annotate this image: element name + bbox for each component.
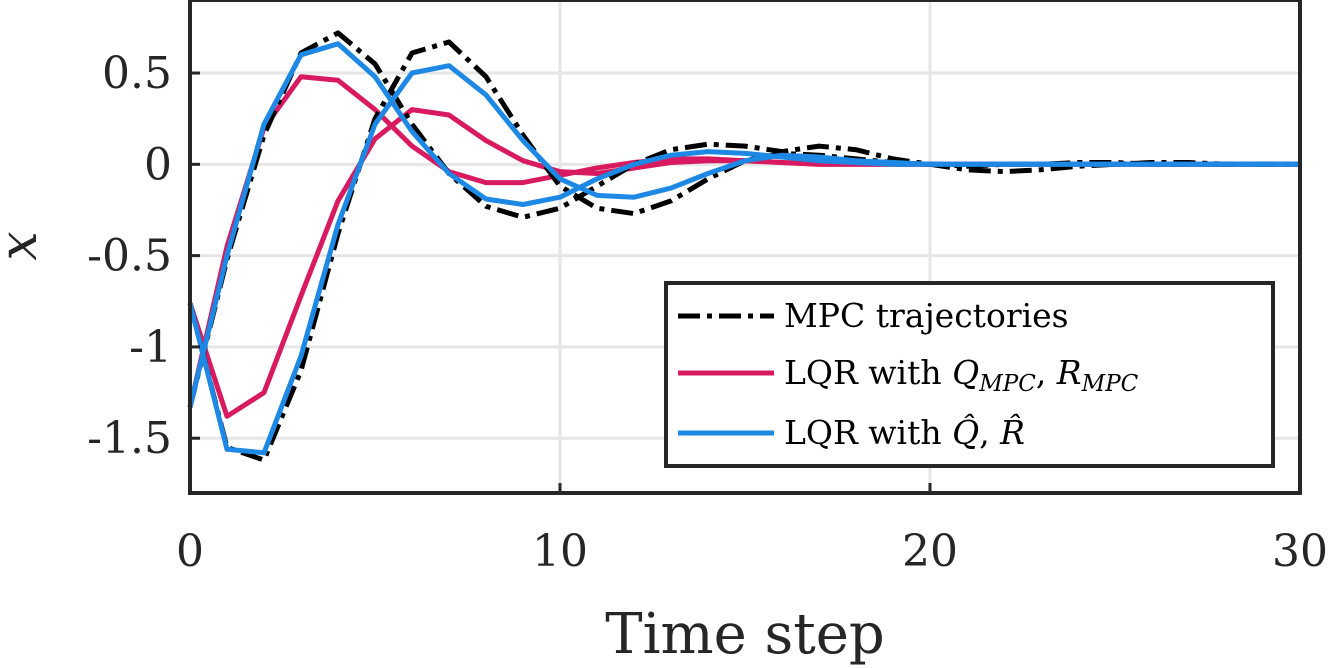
- x-axis-label: Time step: [605, 602, 885, 667]
- series-line-lqr_hat-5: [187, 41, 1300, 408]
- tick-labels: 0 10 20 30 0.5 0 -0.5 -1 -1.5: [87, 48, 1328, 577]
- series-line-mpc-0: [187, 39, 1300, 463]
- y-tick-label-4: -1.5: [87, 413, 172, 464]
- legend-entry-lqr-hat: LQR with Q̂, R̂: [784, 412, 1025, 452]
- series-lines: [187, 30, 1300, 463]
- x-tick-label-3: 30: [1272, 526, 1328, 577]
- legend: MPC trajectories LQR with QMPC, RMPC LQR…: [664, 281, 1275, 468]
- y-axis-label: x: [0, 231, 49, 260]
- plot-frame: [188, 0, 1302, 495]
- legend-entry-mpc: MPC trajectories: [784, 296, 1069, 335]
- x-tick-label-1: 10: [532, 526, 588, 577]
- y-tick-label-3: -1: [129, 322, 172, 373]
- legend-entry-lqr-mpc: LQR with QMPC, RMPC: [784, 353, 1139, 397]
- x-tick-label-2: 20: [902, 526, 958, 577]
- y-tick-label-0: 0.5: [102, 48, 172, 99]
- y-tick-label-1: 0: [144, 139, 172, 190]
- x-tick-label-0: 0: [176, 526, 204, 577]
- y-tick-label-2: -0.5: [87, 231, 172, 282]
- series-line-mpc-1: [187, 30, 1300, 408]
